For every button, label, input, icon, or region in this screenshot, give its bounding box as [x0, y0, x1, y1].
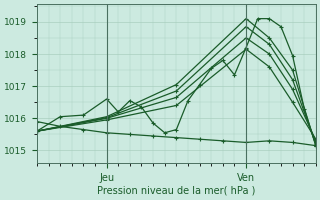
X-axis label: Pression niveau de la mer( hPa ): Pression niveau de la mer( hPa ) — [97, 186, 256, 196]
